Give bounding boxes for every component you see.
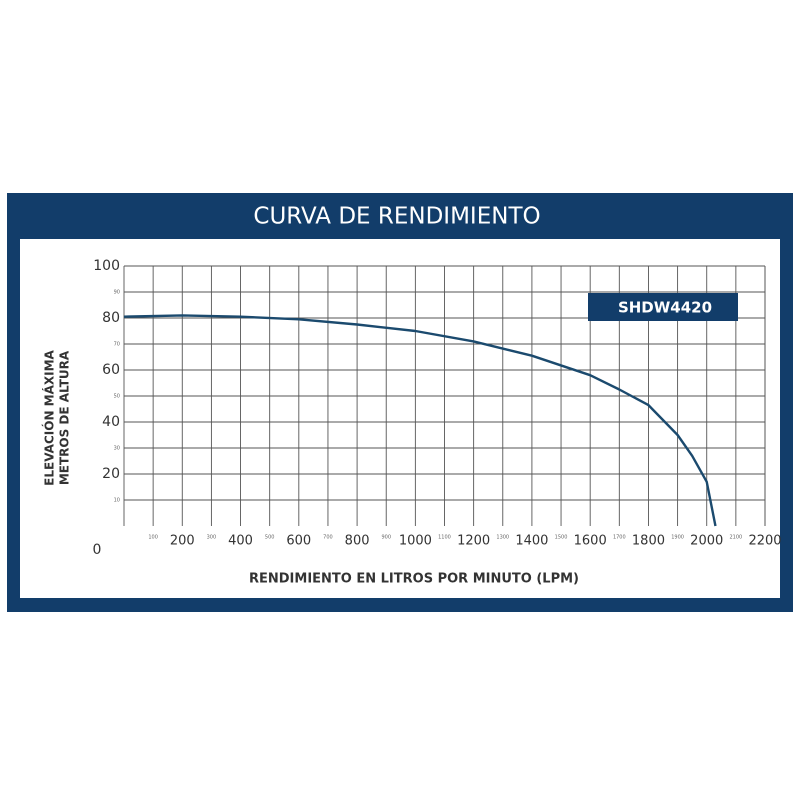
- y-axis-label-line: ELEVACIÓN MÁXIMA: [42, 349, 57, 485]
- x-tick-label: 1800: [632, 534, 665, 549]
- x-minor-tick-label: 100: [148, 535, 158, 541]
- y-tick-label: 100: [93, 258, 120, 274]
- y-axis-label: ELEVACIÓN MÁXIMA METROS DE ALTURA: [42, 349, 72, 485]
- y-tick-label: 60: [102, 362, 120, 378]
- x-tick-label: 1000: [399, 534, 432, 549]
- chart-title: CURVA DE RENDIMIENTO: [253, 204, 540, 230]
- x-minor-tick-label: 1900: [671, 535, 684, 541]
- x-tick-label: 1600: [574, 534, 607, 549]
- y-tick-label: 20: [102, 466, 120, 482]
- x-minor-tick-label: 900: [381, 535, 391, 541]
- y-minor-tick-label: 50: [114, 394, 120, 400]
- y-minor-tick-label: 30: [114, 446, 120, 452]
- x-minor-tick-label: 1100: [438, 535, 451, 541]
- x-tick-label: 1400: [515, 534, 548, 549]
- x-minor-tick-label: 300: [207, 535, 217, 541]
- y-minor-tick-label: 70: [114, 342, 120, 348]
- legend-label: SHDW4420: [618, 299, 712, 317]
- x-minor-tick-label: 1300: [496, 535, 509, 541]
- x-tick-label: 2200: [748, 534, 781, 549]
- legend-box: [588, 293, 738, 321]
- y-axis-label-line: METROS DE ALTURA: [58, 350, 72, 485]
- x-tick-label: 200: [170, 534, 195, 549]
- x-tick-label: 2000: [690, 534, 723, 549]
- x-tick-label: 800: [345, 534, 370, 549]
- x-minor-tick-label: 1500: [555, 535, 568, 541]
- data-line: [123, 314, 717, 527]
- x-minor-tick-label: 1700: [613, 535, 626, 541]
- y-minor-tick-label: 10: [114, 498, 120, 504]
- x-tick-label: 400: [228, 534, 253, 549]
- y-tick-label: 0: [93, 542, 102, 558]
- y-tick-label: 80: [102, 310, 120, 326]
- y-minor-tick-label: 90: [114, 290, 120, 296]
- x-minor-tick-label: 2100: [729, 535, 742, 541]
- x-axis-label: RENDIMIENTO EN LITROS POR MINUTO (LPM): [249, 572, 579, 587]
- x-minor-tick-label: 700: [323, 535, 333, 541]
- x-tick-label: 600: [286, 534, 311, 549]
- x-tick-label: 1200: [457, 534, 490, 549]
- x-minor-tick-label: 500: [265, 535, 275, 541]
- y-tick-label: 40: [102, 414, 120, 430]
